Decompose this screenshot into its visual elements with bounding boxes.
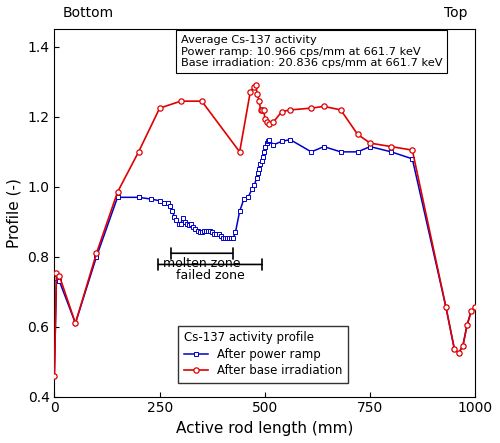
After base irradiation <box>287 107 293 113</box>
After base irradiation <box>247 90 253 95</box>
After power ramp <box>212 231 218 237</box>
After power ramp <box>196 229 202 235</box>
Legend: After power ramp, After base irradiation: After power ramp, After base irradiation <box>178 326 348 383</box>
After base irradiation <box>388 144 394 149</box>
After base irradiation <box>321 104 327 109</box>
Text: failed zone: failed zone <box>176 268 244 282</box>
After base irradiation <box>472 305 478 310</box>
Text: Top: Top <box>444 6 467 20</box>
After base irradiation <box>338 107 344 113</box>
After base irradiation <box>256 98 262 104</box>
After base irradiation <box>258 107 264 113</box>
After base irradiation <box>460 343 466 349</box>
Text: molten zone: molten zone <box>163 257 240 271</box>
After base irradiation <box>178 98 184 104</box>
After power ramp <box>230 235 236 240</box>
After base irradiation <box>72 321 78 326</box>
After base irradiation <box>94 251 100 256</box>
After base irradiation <box>452 347 458 352</box>
X-axis label: Active rod length (mm): Active rod length (mm) <box>176 421 354 436</box>
After power ramp <box>266 137 272 142</box>
After base irradiation <box>54 270 60 275</box>
After base irradiation <box>250 85 256 90</box>
After base irradiation <box>252 83 258 88</box>
After base irradiation <box>199 98 205 104</box>
After base irradiation <box>136 149 141 155</box>
After base irradiation <box>354 132 360 137</box>
After base irradiation <box>308 105 314 111</box>
After base irradiation <box>443 305 449 310</box>
After power ramp <box>194 228 200 233</box>
After power ramp <box>207 228 213 233</box>
After base irradiation <box>260 107 266 113</box>
Text: Bottom: Bottom <box>63 6 114 20</box>
After base irradiation <box>156 105 162 111</box>
After base irradiation <box>262 116 268 121</box>
After base irradiation <box>410 148 416 153</box>
After base irradiation <box>266 121 272 127</box>
After base irradiation <box>52 373 58 378</box>
Text: Average Cs-137 activity
Power ramp: 10.966 cps/mm at 661.7 keV
Base irradiation:: Average Cs-137 activity Power ramp: 10.9… <box>180 35 442 68</box>
After base irradiation <box>468 308 474 314</box>
Y-axis label: Profile (-): Profile (-) <box>7 178 22 248</box>
After base irradiation <box>254 92 260 97</box>
After base irradiation <box>279 109 285 114</box>
After base irradiation <box>264 120 270 125</box>
After base irradiation <box>56 273 62 279</box>
Line: After power ramp: After power ramp <box>52 137 478 378</box>
Line: After base irradiation: After base irradiation <box>52 83 478 378</box>
After base irradiation <box>367 140 373 146</box>
After base irradiation <box>114 190 120 195</box>
After base irradiation <box>260 107 266 113</box>
After power ramp <box>472 305 478 310</box>
After base irradiation <box>236 149 242 155</box>
After power ramp <box>174 218 180 223</box>
After base irradiation <box>464 323 470 328</box>
After base irradiation <box>270 120 276 125</box>
After base irradiation <box>456 350 462 356</box>
After power ramp <box>52 373 58 378</box>
